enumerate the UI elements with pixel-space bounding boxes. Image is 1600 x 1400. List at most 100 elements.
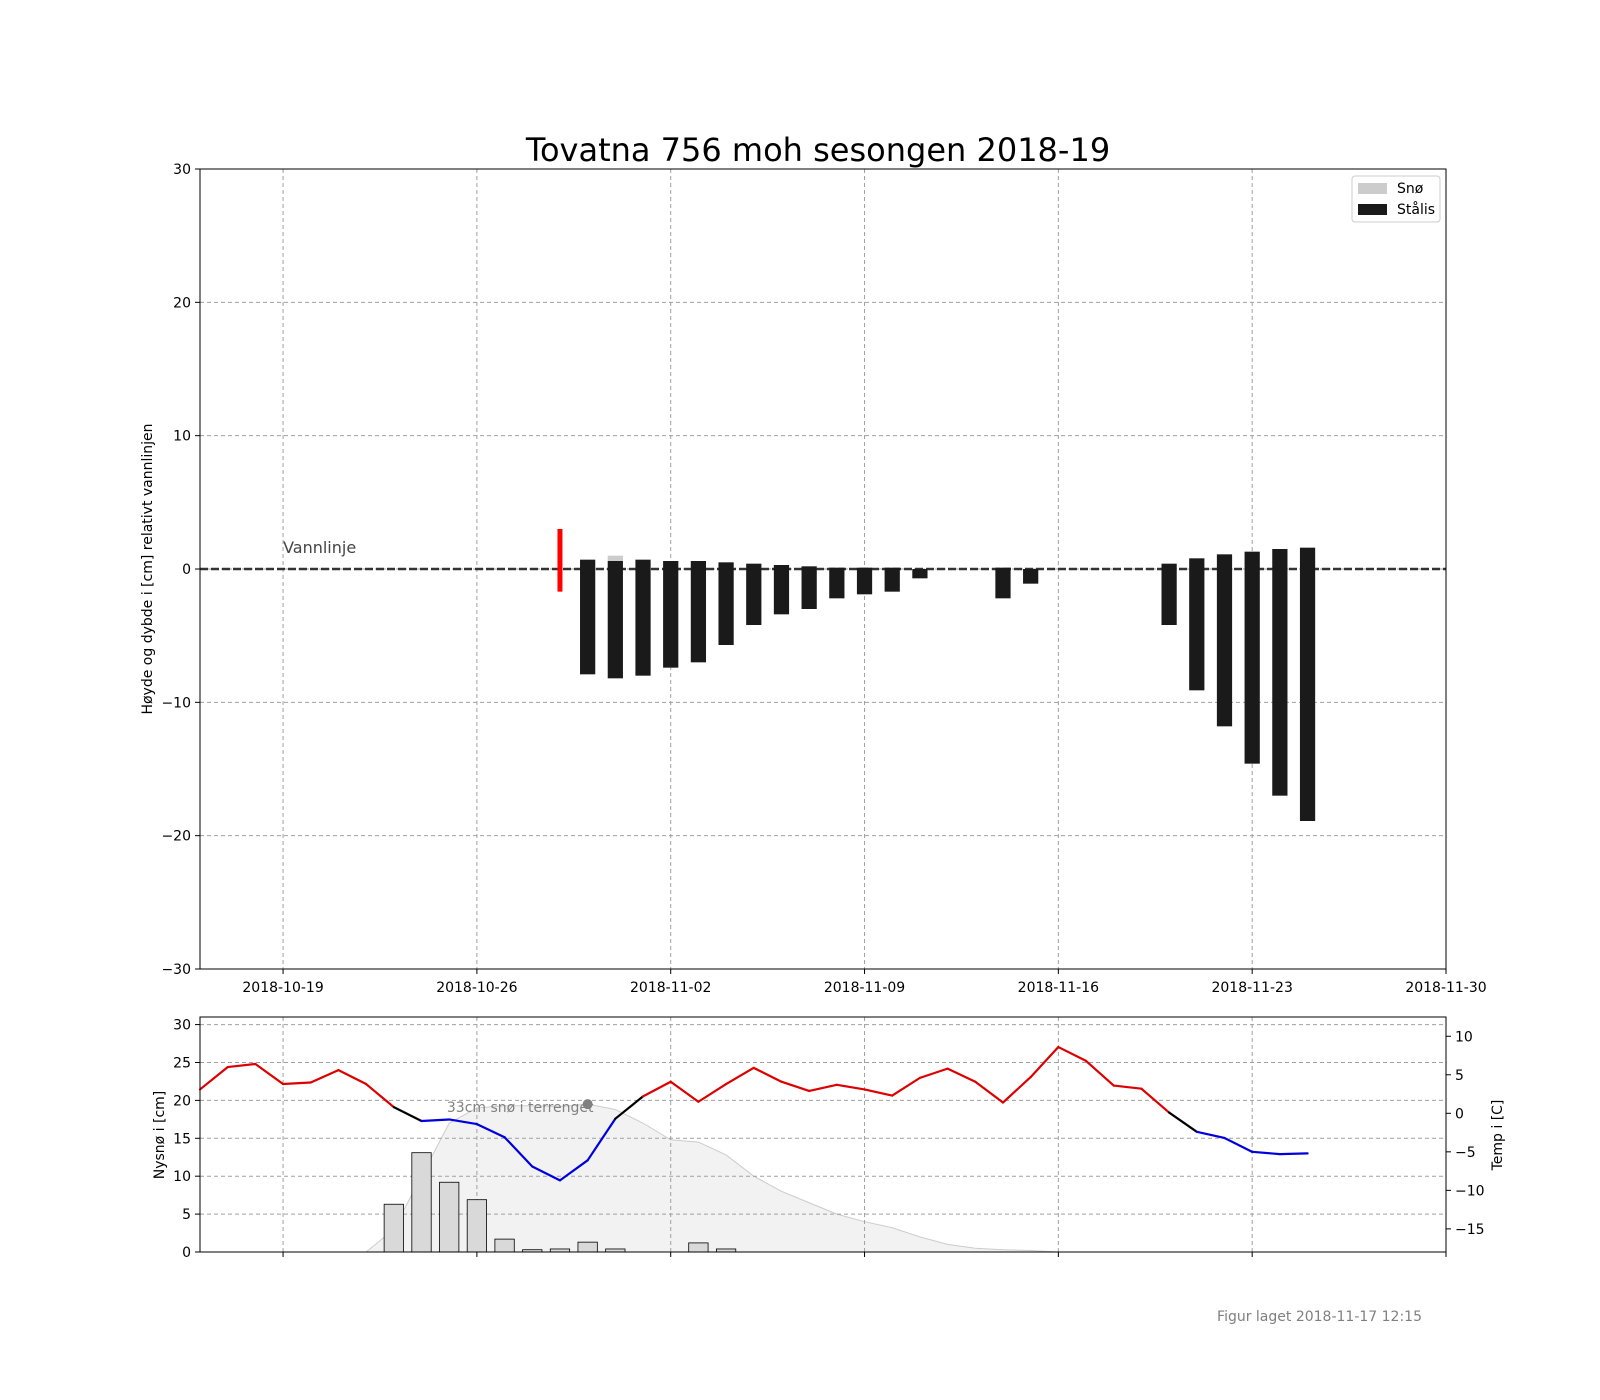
temp-segment <box>254 1062 285 1086</box>
legend-swatch-stalis <box>1358 204 1387 215</box>
temp-segment <box>780 1080 811 1093</box>
weather-axes: 0 5 10 15 20 25 30 −15 −10 −5 0 5 10 <box>173 1018 1484 1261</box>
weather-annotations: 33cm snø i terrenget <box>447 1099 594 1116</box>
temp-segment <box>531 1165 562 1182</box>
temp-segment <box>448 1118 478 1126</box>
ice-bar <box>829 567 845 599</box>
temp-segment <box>614 1095 645 1120</box>
wx-y2tick-label: 10 <box>1455 1029 1473 1045</box>
temp-segment <box>1278 1152 1309 1156</box>
temp-segment <box>1029 1045 1060 1079</box>
ice-bar <box>1216 554 1233 727</box>
temp-segment <box>1112 1084 1143 1090</box>
new-snow-bar <box>411 1152 432 1253</box>
ice-bar <box>607 561 623 679</box>
ice-bar <box>856 567 873 595</box>
ice-bar <box>995 567 1011 599</box>
snow-depth-marker <box>582 1099 593 1110</box>
weather-ylabel: Nysnø i [cm] <box>152 1091 168 1180</box>
ice-bar <box>801 566 817 609</box>
wx-ytick-label: 30 <box>173 1018 191 1034</box>
temp-segment <box>1195 1130 1226 1140</box>
ice-bar <box>1023 569 1039 584</box>
temp-segment <box>946 1067 977 1083</box>
legend-label-sno: Snø <box>1397 181 1424 197</box>
new-snow-bar <box>494 1238 515 1253</box>
ice-bar <box>746 563 762 625</box>
legend-swatch-sno <box>1358 183 1387 194</box>
temp-segment <box>475 1122 506 1139</box>
temp-segment <box>918 1067 949 1079</box>
weather-y2label: Temp i [C] <box>1490 1100 1506 1172</box>
temp-segment <box>1057 1045 1088 1063</box>
ice-bar <box>1161 563 1177 625</box>
temp-segment <box>1168 1111 1198 1133</box>
ice-xtick-label: 2018-11-02 <box>630 980 711 996</box>
temp-segment <box>724 1066 755 1086</box>
ice-ytick-label: 30 <box>173 162 191 178</box>
new-snow-bar <box>439 1181 460 1253</box>
new-snow-bar <box>383 1203 404 1253</box>
ice-bar <box>663 561 679 668</box>
weather-frame <box>199 1016 1447 1253</box>
temp-segment <box>198 1065 229 1091</box>
ice-bar <box>1272 549 1288 796</box>
temp-segment <box>309 1069 340 1084</box>
ice-ytick-label: −30 <box>161 962 191 978</box>
ice-bar <box>718 562 734 645</box>
temp-segment <box>586 1117 617 1162</box>
wx-ytick-label: 20 <box>173 1093 191 1109</box>
wx-ytick-label: 0 <box>182 1245 191 1261</box>
temp-segment <box>503 1136 534 1168</box>
ice-xtick-label: 2018-11-16 <box>1018 980 1099 996</box>
temp-segment <box>392 1106 423 1123</box>
ice-ytick-label: −10 <box>161 695 191 711</box>
ice-ytick-label: 0 <box>182 562 191 578</box>
temp-segment <box>863 1088 894 1097</box>
wx-ytick-label: 5 <box>182 1207 191 1223</box>
snow-terrain-label: 33cm snø i terrenget <box>447 1100 594 1116</box>
legend: Snø Stålis <box>1351 175 1441 223</box>
wx-y2tick-label: 5 <box>1455 1068 1464 1084</box>
temp-segment <box>1140 1087 1171 1114</box>
ice-bar <box>773 565 790 615</box>
new-snow-bar <box>466 1199 487 1253</box>
temp-segment <box>365 1082 395 1109</box>
ice-panel: Vannlinje 2018-10-19 2018-10-26 2018-11-02… <box>140 162 1487 996</box>
ice-bar <box>1189 558 1205 691</box>
wx-ytick-label: 25 <box>173 1055 191 1071</box>
ice-xtick-label: 2018-10-19 <box>242 980 323 996</box>
wx-ytick-label: 10 <box>173 1169 191 1185</box>
ice-ytick-label: 10 <box>173 429 191 445</box>
temp-segment <box>641 1080 672 1098</box>
temp-segment <box>891 1076 922 1097</box>
temp-segment <box>1223 1136 1254 1153</box>
temp-segment <box>752 1066 783 1083</box>
temp-segment <box>1251 1150 1281 1156</box>
ice-xtick-label: 2018-11-23 <box>1211 980 1292 996</box>
ice-marks: Vannlinje <box>200 529 1446 821</box>
wx-y2tick-label: 0 <box>1455 1106 1464 1122</box>
waterline-label: Vannlinje <box>283 538 356 557</box>
new-snow-bar <box>688 1242 709 1253</box>
ice-ytick-label: 20 <box>173 295 191 311</box>
temp-segment <box>835 1083 866 1091</box>
ice-xtick-label: 2018-10-26 <box>436 980 517 996</box>
snow-bar <box>607 555 623 561</box>
temp-segment <box>697 1082 728 1103</box>
temp-segment <box>337 1069 368 1086</box>
temp-segment <box>1001 1075 1032 1104</box>
ice-bar <box>580 559 596 675</box>
temp-segment <box>974 1080 1005 1104</box>
temp-segment <box>226 1062 257 1069</box>
ice-xtick-label: 2018-11-30 <box>1405 980 1486 996</box>
wx-y2tick-label: −15 <box>1455 1222 1485 1238</box>
ice-ylabel: Høyde og dybde i [cm] relativt vannlinje… <box>140 423 156 714</box>
wx-y2tick-label: −10 <box>1455 1183 1485 1199</box>
temp-segment <box>669 1080 700 1103</box>
temp-segment <box>1084 1059 1115 1087</box>
ice-axes: 2018-10-19 2018-10-26 2018-11-02 2018-11-09… <box>161 162 1486 996</box>
ice-bar <box>884 567 900 592</box>
new-snow-bar <box>577 1241 598 1253</box>
